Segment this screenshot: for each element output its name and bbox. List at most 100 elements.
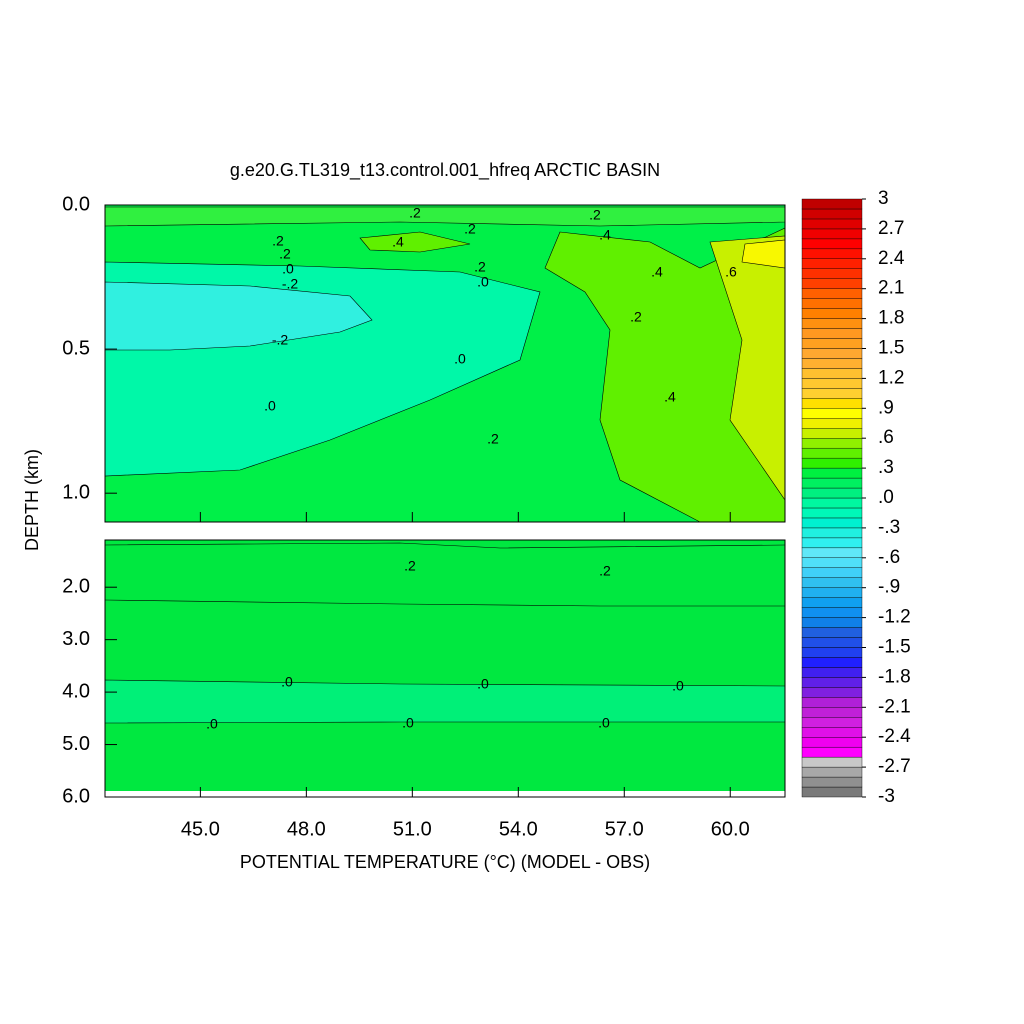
colorbar-box — [801, 398, 863, 409]
colorbar-box — [801, 527, 863, 539]
colorbar-box — [801, 408, 863, 419]
colorbar-box — [801, 687, 863, 698]
colorbar-label: .9 — [878, 397, 894, 418]
contour-line — [104, 542, 786, 549]
colorbar-box — [801, 766, 863, 778]
colorbar-label: 3 — [878, 188, 889, 209]
colorbar-box — [801, 348, 863, 359]
colorbar-box — [801, 557, 863, 568]
lower-field — [104, 539, 786, 798]
contour-label: .0 — [672, 678, 684, 694]
x-tick-label: 48.0 — [287, 818, 326, 840]
x-tick-label: 45.0 — [181, 818, 220, 840]
contour-label: .2 — [630, 309, 642, 325]
x-tick-label: 51.0 — [393, 818, 432, 840]
y-tick-label: 0.0 — [62, 193, 90, 215]
upper-field — [104, 204, 786, 523]
colorbar-box — [801, 457, 863, 469]
contour-label: -.2 — [282, 276, 299, 292]
contour-label: .2 — [474, 259, 486, 275]
colorbar-box — [801, 697, 863, 708]
colorbar-box — [801, 298, 863, 309]
field-region — [359, 231, 471, 253]
contour-label: .2 — [409, 205, 421, 221]
contour-label: .4 — [392, 234, 404, 250]
contour-label: .2 — [272, 233, 284, 249]
contour-label: .2 — [279, 246, 291, 262]
colorbar-box — [801, 477, 863, 489]
field-region — [104, 281, 373, 351]
colorbar-box — [801, 368, 863, 379]
colorbar-label: 1.8 — [878, 308, 904, 329]
y-axis-label: DEPTH (km) — [22, 449, 42, 551]
colorbar-box — [801, 208, 863, 220]
colorbar-box — [801, 707, 863, 718]
x-tick-label: 57.0 — [605, 818, 644, 840]
colorbar-box — [801, 607, 863, 618]
colorbar-label: -1.5 — [878, 637, 911, 658]
colorbar-box — [801, 358, 863, 369]
colorbar-box — [801, 228, 863, 240]
x-axis-label: POTENTIAL TEMPERATURE (°C) (MODEL - OBS) — [240, 852, 650, 872]
y-tick-label: 5.0 — [62, 733, 90, 755]
y-tick-label: 4.0 — [62, 680, 90, 702]
contour-label: .4 — [599, 227, 611, 243]
colorbar-box — [801, 547, 863, 558]
colorbar-label: -.6 — [878, 547, 900, 568]
colorbar-box — [801, 378, 863, 389]
y-tick-label: 6.0 — [62, 785, 90, 807]
contour-label: .2 — [589, 207, 601, 223]
colorbar-label: 2.4 — [878, 248, 905, 269]
colorbar-label: -.3 — [878, 517, 900, 538]
field-region — [544, 227, 786, 523]
y-tick-label: 2.0 — [62, 575, 90, 597]
colorbar-box — [801, 717, 863, 728]
colorbar-box — [801, 497, 863, 509]
contour-label: -.2 — [272, 332, 289, 348]
contour-label: .0 — [402, 715, 414, 731]
colorbar-label: -1.2 — [878, 607, 911, 628]
colorbar-box — [801, 776, 863, 788]
colorbar-box — [801, 507, 863, 519]
contour-label: .0 — [454, 351, 466, 367]
panel-frame — [104, 539, 786, 798]
colorbar-box — [801, 727, 863, 738]
colorbar-box — [801, 318, 863, 329]
colorbar-box — [801, 786, 863, 798]
colorbar-box — [801, 627, 863, 638]
colorbar-label: .6 — [878, 427, 894, 448]
colorbar-label: -1.8 — [878, 666, 911, 687]
colorbar-box — [801, 388, 863, 399]
contour-label: .0 — [598, 715, 610, 731]
colorbar-box — [801, 338, 863, 349]
colorbar-box — [801, 248, 863, 259]
field-region — [105, 540, 785, 797]
colorbar-label: -2.4 — [878, 726, 911, 747]
contour-label: .2 — [464, 221, 476, 237]
colorbar-box — [801, 288, 863, 299]
y-tick-label: 0.5 — [62, 337, 90, 359]
colorbar-label: 2.1 — [878, 278, 904, 299]
colorbar-box — [801, 278, 863, 289]
contour-label: .0 — [282, 261, 294, 277]
colorbar-box — [801, 677, 863, 688]
colorbar-box — [801, 746, 863, 758]
contour-label: .4 — [651, 264, 663, 280]
contour-label: .2 — [599, 563, 611, 579]
colorbar-box — [801, 567, 863, 578]
x-tick-label: 54.0 — [499, 818, 538, 840]
colorbar-box — [801, 308, 863, 319]
contour-label: .0 — [264, 398, 276, 414]
field-region — [104, 206, 786, 227]
colorbar-box — [801, 517, 863, 529]
colorbar-label: 1.5 — [878, 338, 904, 359]
contour-label: .2 — [404, 558, 416, 574]
colorbar-box — [801, 657, 863, 668]
colorbar-box — [801, 238, 863, 250]
field-gap — [105, 791, 785, 797]
colorbar-label: -2.1 — [878, 696, 911, 717]
y-tick-label: 3.0 — [62, 628, 90, 650]
colorbar-box — [801, 258, 863, 269]
colorbar-box — [801, 597, 863, 608]
